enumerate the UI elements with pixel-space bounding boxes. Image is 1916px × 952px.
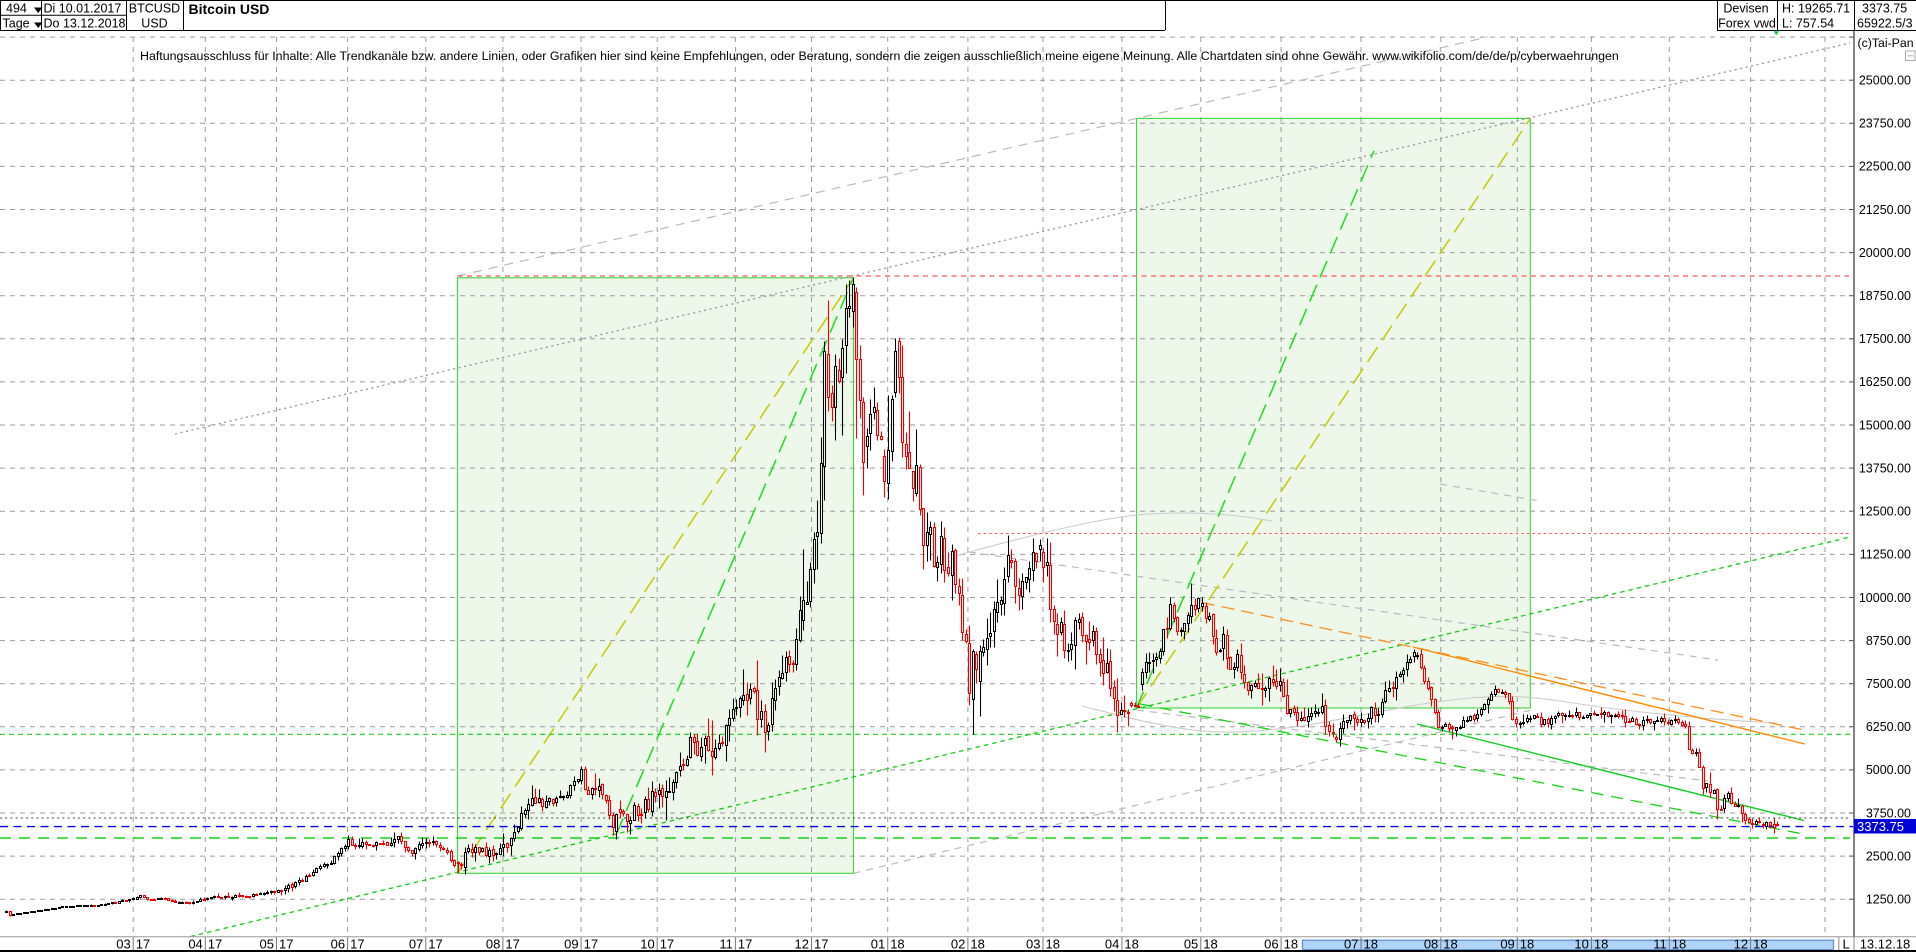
svg-text:6250.00: 6250.00 xyxy=(1866,720,1911,734)
svg-text:7500.00: 7500.00 xyxy=(1866,677,1911,691)
svg-text:10000.00: 10000.00 xyxy=(1859,591,1911,605)
svg-text:09: 09 xyxy=(564,936,578,951)
svg-text:07: 07 xyxy=(1344,936,1358,951)
svg-text:11250.00: 11250.00 xyxy=(1860,548,1911,562)
svg-text:05: 05 xyxy=(1184,936,1198,951)
svg-text:18: 18 xyxy=(1520,936,1534,951)
svg-text:06: 06 xyxy=(1264,936,1278,951)
svg-text:18: 18 xyxy=(1443,936,1457,951)
svg-text:USD: USD xyxy=(141,17,167,31)
svg-text:18: 18 xyxy=(1124,936,1138,951)
svg-text:16250.00: 16250.00 xyxy=(1859,375,1911,389)
svg-text:18: 18 xyxy=(1672,936,1686,951)
svg-text:Devisen: Devisen xyxy=(1723,2,1768,16)
svg-text:17: 17 xyxy=(208,936,222,951)
svg-text:11: 11 xyxy=(719,936,733,951)
svg-text:3373.75: 3373.75 xyxy=(1862,2,1907,16)
svg-text:20000.00: 20000.00 xyxy=(1859,246,1911,260)
svg-text:17: 17 xyxy=(584,936,598,951)
svg-text:494: 494 xyxy=(6,2,27,16)
svg-text:17: 17 xyxy=(350,936,364,951)
svg-text:Bitcoin USD: Bitcoin USD xyxy=(189,1,270,17)
svg-text:05: 05 xyxy=(260,936,274,951)
svg-text:22500.00: 22500.00 xyxy=(1859,160,1911,174)
svg-text:3750.00: 3750.00 xyxy=(1866,806,1911,820)
svg-text:21250.00: 21250.00 xyxy=(1859,203,1911,217)
svg-text:18: 18 xyxy=(1203,936,1217,951)
svg-text:Forex vwd: Forex vwd xyxy=(1718,17,1776,31)
svg-text:L: 757.54: L: 757.54 xyxy=(1782,17,1834,31)
svg-text:Di 10.01.2017: Di 10.01.2017 xyxy=(44,2,122,16)
svg-text:8750.00: 8750.00 xyxy=(1866,634,1911,648)
svg-text:03: 03 xyxy=(1026,936,1040,951)
svg-text:01: 01 xyxy=(871,936,885,951)
svg-text:12500.00: 12500.00 xyxy=(1859,505,1911,519)
svg-text:17: 17 xyxy=(136,936,150,951)
svg-text:2500.00: 2500.00 xyxy=(1866,849,1911,863)
svg-text:17: 17 xyxy=(505,936,519,951)
svg-text:18: 18 xyxy=(1364,936,1378,951)
svg-text:15000.00: 15000.00 xyxy=(1859,418,1911,432)
svg-text:Haftungsausschluss für Inhalte: Haftungsausschluss für Inhalte: Alle Tre… xyxy=(140,49,1619,63)
svg-text:18: 18 xyxy=(1753,936,1767,951)
svg-text:18: 18 xyxy=(890,936,904,951)
svg-text:03: 03 xyxy=(116,936,130,951)
svg-text:Do 13.12.2018: Do 13.12.2018 xyxy=(44,17,126,31)
svg-text:12: 12 xyxy=(795,936,809,951)
svg-text:13750.00: 13750.00 xyxy=(1859,461,1911,475)
svg-text:H: 19265.71: H: 19265.71 xyxy=(1782,2,1850,16)
svg-text:07: 07 xyxy=(409,936,423,951)
svg-text:08: 08 xyxy=(1424,936,1438,951)
svg-text:09: 09 xyxy=(1500,936,1514,951)
svg-text:17: 17 xyxy=(428,936,442,951)
svg-text:13.12.18: 13.12.18 xyxy=(1860,937,1911,952)
svg-text:(c)Tai-Pan: (c)Tai-Pan xyxy=(1858,36,1914,50)
svg-text:L: L xyxy=(1843,937,1850,952)
svg-text:65922.5/3: 65922.5/3 xyxy=(1857,17,1913,31)
svg-text:17500.00: 17500.00 xyxy=(1859,332,1911,346)
svg-text:17: 17 xyxy=(814,936,828,951)
svg-text:Tage: Tage xyxy=(3,17,30,31)
svg-text:11: 11 xyxy=(1653,936,1667,951)
svg-text:04: 04 xyxy=(1105,936,1119,951)
svg-text:06: 06 xyxy=(331,936,345,951)
svg-text:18: 18 xyxy=(1594,936,1608,951)
svg-text:5000.00: 5000.00 xyxy=(1866,763,1911,777)
svg-text:08: 08 xyxy=(486,936,500,951)
svg-text:10: 10 xyxy=(1574,936,1588,951)
svg-text:3373.75: 3373.75 xyxy=(1857,819,1904,834)
svg-text:18750.00: 18750.00 xyxy=(1859,289,1911,303)
svg-text:17: 17 xyxy=(660,936,674,951)
svg-text:02: 02 xyxy=(951,936,965,951)
svg-text:17: 17 xyxy=(279,936,293,951)
svg-text:04: 04 xyxy=(188,936,202,951)
svg-text:17: 17 xyxy=(738,936,752,951)
svg-text:23750.00: 23750.00 xyxy=(1859,117,1911,131)
svg-text:10: 10 xyxy=(640,936,654,951)
svg-text:BTCUSD: BTCUSD xyxy=(129,2,180,16)
svg-text:18: 18 xyxy=(970,936,984,951)
svg-text:18: 18 xyxy=(1046,936,1060,951)
svg-text:25000.00: 25000.00 xyxy=(1859,74,1911,88)
svg-text:12: 12 xyxy=(1734,936,1748,951)
svg-text:1250.00: 1250.00 xyxy=(1866,893,1911,907)
svg-text:18: 18 xyxy=(1284,936,1298,951)
